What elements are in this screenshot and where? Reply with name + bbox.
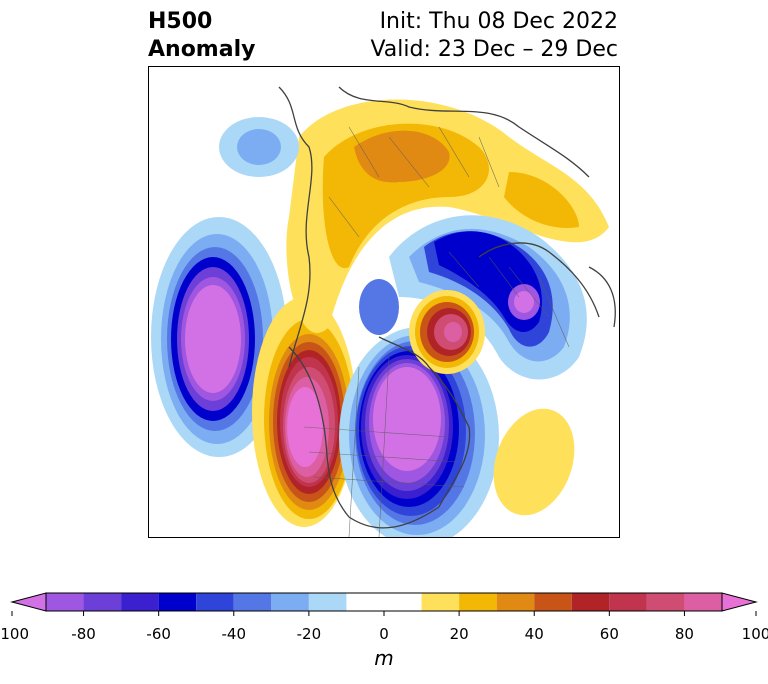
siberia-trough [389, 215, 587, 380]
map-panel [148, 66, 620, 538]
colorbar-bin [196, 593, 234, 611]
colorbar-bin [646, 593, 685, 611]
colorbar-bin [271, 593, 309, 611]
colorbar-tick-label: -60 [146, 625, 171, 643]
colorbar-tick-label: 100 [741, 625, 768, 643]
greenland-ridge [409, 290, 485, 374]
colorbar-tick-label: 20 [449, 625, 469, 643]
colorbar-tick-label: -100 [0, 625, 30, 643]
borders [303, 126, 570, 537]
colorbar-bin [121, 593, 159, 611]
colorbar-tick-label: 60 [599, 625, 619, 643]
colorbar-bin [83, 593, 122, 611]
colorbar-bin [534, 593, 572, 611]
title-variable: H500 [148, 9, 213, 34]
colorbar-bin [571, 593, 610, 611]
atlantic-ridge [493, 408, 575, 516]
arctic-low [359, 279, 399, 335]
colorbar-extend-max [721, 592, 758, 612]
colorbar-bin [46, 593, 84, 611]
na-trough [339, 327, 499, 537]
colorbar [10, 592, 758, 616]
colorbar-bin [496, 593, 535, 611]
map-svg [151, 86, 616, 537]
colorbar-cells [46, 593, 722, 611]
colorbar-tick-label: 40 [524, 625, 544, 643]
colorbar-bin [308, 593, 347, 611]
title-left: H500 Anomaly [148, 8, 255, 64]
colorbar-bin [684, 593, 722, 611]
colorbar-tick-label: 80 [674, 625, 694, 643]
arctic-ridge [286, 99, 609, 333]
title-right: Init: Thu 08 Dec 2022 Valid: 23 Dec – 29… [370, 8, 618, 64]
colorbar-bin [346, 593, 422, 611]
colorbar-tick-label: -80 [71, 625, 96, 643]
colorbar-tick-label: -20 [296, 625, 322, 643]
colorbar-extend-min [10, 592, 47, 612]
pacific-trough [151, 217, 287, 457]
init-date: Init: Thu 08 Dec 2022 [379, 9, 618, 34]
colorbar-unit: m [374, 646, 394, 670]
colorbar-bin [421, 593, 460, 611]
colorbar-bin [609, 593, 647, 611]
west-ridge [252, 297, 356, 527]
colorbar-bin [459, 593, 497, 611]
colorbar-tick-label: -40 [221, 625, 247, 643]
colorbar-ticks [11, 611, 757, 616]
title-anomaly: Anomaly [148, 37, 256, 62]
colorbar-tick-label: 0 [379, 625, 389, 643]
coastlines [278, 86, 616, 529]
colorbar-bin [158, 593, 197, 611]
valid-range: Valid: 23 Dec – 29 Dec [370, 37, 618, 62]
colorbar-bin [233, 593, 272, 611]
